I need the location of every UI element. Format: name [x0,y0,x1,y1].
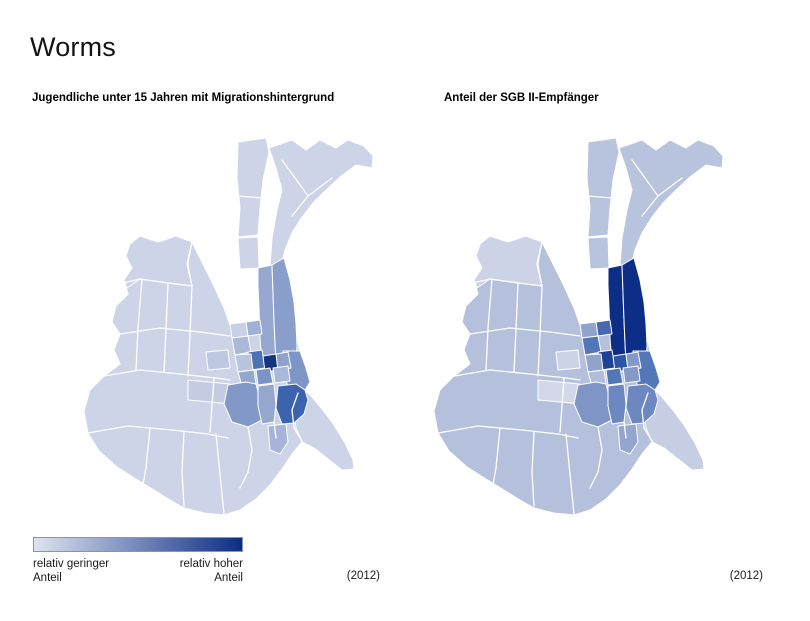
color-scale-legend: relativ geringer Anteil relativ hoher An… [33,537,243,585]
district-c0 [229,321,249,339]
district-boundary-line [453,369,581,381]
district-boundary-line [281,159,309,197]
district-c0 [579,321,599,339]
district-p2 [205,349,231,371]
district-c3b [275,351,292,371]
district-c8 [272,365,291,384]
map-title-sgb2: Anteil der SGB II-Empfänger [444,92,599,104]
district-boundary-line [491,427,501,491]
year-label-sgb2: (2012) [729,570,763,582]
district-boundary-line [531,431,535,507]
district-boundary-line [469,327,581,337]
district-boundary-line [641,195,659,217]
district-neck [236,137,270,238]
district-c3b [625,351,642,371]
district-boundary-line [589,426,603,489]
legend-high-label: relativ hoher Anteil [179,558,243,584]
district-stripEast [271,257,298,363]
district-c10 [625,383,659,425]
district-boundary-line [631,159,659,197]
district-boundary-line [559,377,565,433]
district-boundary-line [537,285,543,377]
district-p2 [555,349,581,371]
district-boundary-line [437,425,579,439]
district-wing [268,139,374,267]
district-boundary-line [239,426,253,489]
district-c5 [234,353,254,373]
district-boundary-line [641,392,653,442]
district-boundary-line [657,177,683,197]
district-boundary-line [119,327,231,337]
district-c7 [605,367,624,386]
page-title: Worms [30,32,116,62]
district-boundary-line [513,282,519,373]
legend-low-label: relativ geringer Anteil [33,558,110,584]
district-c5 [584,353,604,373]
legend-labels: relativ geringer Anteil relativ hoher An… [33,557,243,585]
district-e1 [607,383,627,425]
district-boundary-line [87,425,229,439]
district-body [83,235,355,516]
district-boundary-line [181,431,185,507]
district-e1 [257,383,277,425]
district-c10 [275,383,309,425]
district-body [433,235,705,516]
district-boundary-line [485,278,493,371]
district-boundary-line [623,421,627,439]
district-boundary-line [273,421,277,439]
map-title-migration: Jugendliche unter 15 Jahren mit Migratio… [32,92,335,104]
district-boundary-line [186,241,193,287]
district-boundary-line [459,278,543,287]
district-boundary-line [291,392,303,442]
district-boundary-line [141,427,151,491]
district-c1 [595,319,613,337]
district-boundary-line [163,282,169,373]
district-boundary-line [536,241,543,287]
district-neck [586,137,620,238]
district-boundary-line [291,195,309,217]
district-boundary-line [209,377,215,433]
district-boundary-line [103,369,231,381]
district-boundary-line [237,195,263,199]
district-boundary-line [109,278,193,287]
district-boundary-line [587,195,613,199]
district-c1 [245,319,263,337]
district-stripEast [621,257,648,363]
district-tailPatch [267,423,289,455]
legend-gradient-bar [33,537,243,552]
choropleth-map-migration [80,137,380,518]
district-wing [618,139,724,267]
district-neckLower [237,236,260,270]
district-boundary-line [135,278,143,371]
district-neckLower [587,236,610,270]
district-boundary-line [215,433,225,515]
district-boundary-line [565,433,575,515]
choropleth-map-sgb2 [430,137,730,518]
district-boundary-line [187,285,193,377]
district-c8 [622,365,641,384]
district-boundary-line [307,177,333,197]
district-c7 [255,367,274,386]
district-tailPatch [617,423,639,455]
year-label-migration: (2012) [346,570,380,582]
